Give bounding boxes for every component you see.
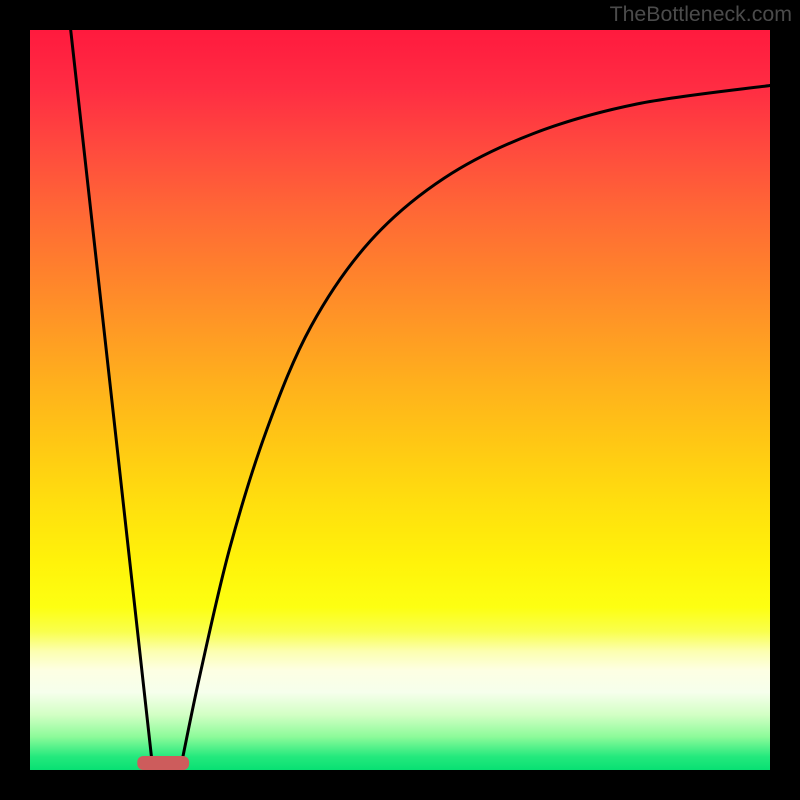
- chart-container: TheBottleneck.com: [0, 0, 800, 800]
- bottleneck-marker: [137, 756, 189, 770]
- watermark-text: TheBottleneck.com: [610, 2, 792, 27]
- bottleneck-chart-svg: [0, 0, 800, 800]
